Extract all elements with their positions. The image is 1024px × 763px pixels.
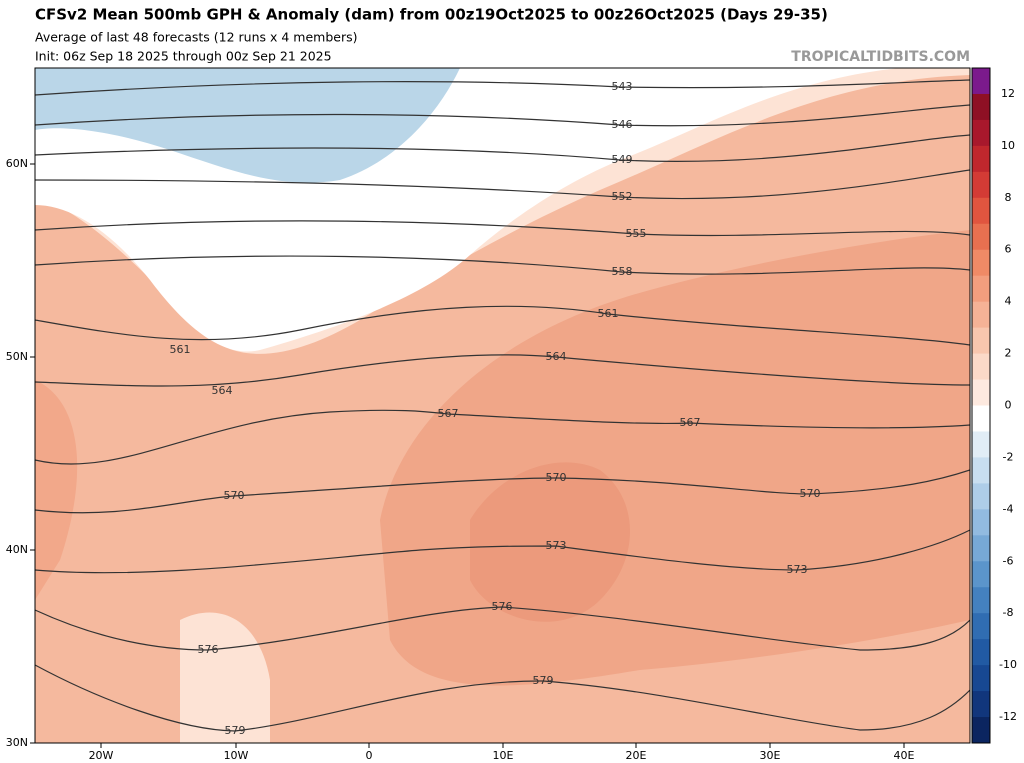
colorbar-bin [972,535,990,562]
colorbar-label: 12 [1001,87,1015,100]
title: CFSv2 Mean 500mb GPH & Anomaly (dam) fro… [35,6,828,24]
contour-line [35,305,970,346]
colorbar-bin [972,68,990,95]
colorbar-bin [972,327,990,355]
colorbar-label: -2 [1003,450,1014,463]
contour-label: 567 [438,407,459,420]
colorbar-bin [972,301,990,329]
contour-line [35,529,970,574]
map: 543 546 549 552 555 558 561 561 564 564 567 567 570 5… [35,68,970,743]
init-text: Init: 06z Sep 18 2025 through 00z Sep 21… [35,49,332,64]
colorbar-label: -12 [999,710,1017,723]
contour-label: 579 [533,674,554,687]
contour-label: 564 [546,350,567,363]
contour-line [35,255,970,275]
colorbar-bin [972,717,990,744]
contour-label: 561 [170,343,191,356]
lat-label: 60N [6,157,28,170]
lon-label: 20E [626,749,647,762]
contour-label: 576 [198,643,219,656]
contour-label: 567 [680,416,701,429]
contour-label: 579 [225,724,246,737]
colorbar-label: 10 [1001,139,1015,152]
contour-label: 570 [224,489,245,502]
lon-label: 20W [89,749,114,762]
contour-line [35,79,970,96]
lon-label: 10W [224,749,249,762]
colorbar-bin [972,353,990,381]
colorbar-bin [972,119,990,147]
contour-label: 558 [612,265,633,278]
contour-line [35,469,970,514]
colorbar: 12 10 8 6 4 2 0 -2 -4 -6 -8 -10 -12 [971,67,1017,744]
colorbar-bin [972,509,990,536]
anomaly-warm [35,380,78,600]
lon-label: 10E [493,749,514,762]
contour-line [35,169,970,200]
contour-label: 573 [787,563,808,576]
contour-label: 570 [546,471,567,484]
colorbar-bin [972,223,990,251]
contour-label: 570 [800,487,821,500]
anomaly-warm [470,462,630,622]
contour-label: 543 [612,80,633,93]
contour-line [35,606,970,651]
contour-label: 573 [546,539,567,552]
contour-label: 555 [626,227,647,240]
lon-label: 0 [366,749,373,762]
watermark: TROPICALTIDBITS.COM [791,49,970,65]
colorbar-label: -10 [999,658,1017,671]
contour-line [35,354,970,387]
colorbar-bin [972,457,990,484]
contour-label: 549 [612,153,633,166]
colorbar-bin [972,197,990,225]
lon-label: 30E [760,749,781,762]
colorbar-label: -4 [1003,502,1014,515]
anomaly-negative [35,68,460,183]
contour-line [35,134,970,162]
colorbar-bin [972,665,990,692]
colorbar-bin [972,275,990,303]
colorbar-label: 0 [1005,399,1012,412]
colorbar-label: 6 [1005,243,1012,256]
colorbar-label: -6 [1003,554,1014,567]
colorbar-bin [972,145,990,173]
colorbar-bin [972,431,990,458]
contour-line [35,104,970,127]
colorbar-frame [971,67,991,744]
contour-label: 546 [612,118,633,131]
contour-label: 564 [212,384,233,397]
contour-line [35,409,970,465]
lat-label: 50N [6,350,28,363]
colorbar-bin [972,691,990,718]
colorbar-bin [972,379,990,406]
lon-label: 40E [894,749,915,762]
colorbar-bin [972,405,990,432]
colorbar-bin [972,587,990,614]
colorbar-label: 2 [1005,347,1012,360]
subtitle: Average of last 48 forecasts (12 runs x … [35,30,357,45]
colorbar-bin [972,561,990,588]
contour-label: 552 [612,190,633,203]
colorbar-bin [972,483,990,510]
contour-label: 561 [598,307,619,320]
colorbar-label: -8 [1003,606,1014,619]
colorbar-label: 4 [1005,295,1012,308]
contour-line [35,220,970,237]
contour-line [35,664,970,732]
lat-label: 40N [6,543,28,556]
colorbar-bin [972,93,990,121]
colorbar-bin [972,639,990,666]
colorbar-bin [972,171,990,199]
lat-label: 30N [6,736,28,749]
colorbar-bin [972,249,990,277]
contour-label: 576 [492,600,513,613]
colorbar-bin [972,613,990,640]
colorbar-label: 8 [1005,191,1012,204]
